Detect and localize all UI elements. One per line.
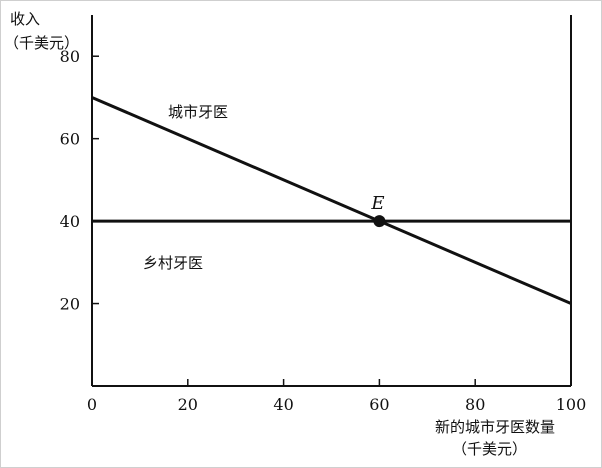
x-axis-label-line-2: （千美元） — [452, 440, 527, 458]
equilibrium-group: E — [370, 193, 386, 228]
equilibrium-point — [373, 215, 386, 228]
series-group — [91, 96, 572, 305]
y-axis-label-line-2: （千美元） — [4, 34, 79, 52]
y-axis-label-line-1: 收入 — [10, 10, 40, 28]
x-tick-label: 60 — [369, 395, 389, 414]
y-tick-label: 60 — [60, 130, 80, 149]
x-tick-label: 20 — [178, 395, 198, 414]
x-tick-label: 40 — [273, 395, 293, 414]
y-tick-label: 80 — [60, 47, 80, 66]
y-tick-label: 40 — [60, 212, 80, 231]
x-tick-label: 80 — [465, 395, 485, 414]
x-tick-label: 0 — [87, 395, 97, 414]
urban-dentists-line — [91, 96, 572, 305]
x-axis-label-line-1: 新的城市牙医数量 — [435, 418, 555, 436]
equilibrium-label: E — [370, 193, 384, 214]
series-label-rural-dentists: 乡村牙医 — [143, 254, 203, 272]
ticks: 0 20 40 60 80 100 20 40 60 80 — [60, 47, 587, 414]
x-tick-label: 100 — [556, 395, 587, 414]
y-tick-label: 20 — [60, 295, 80, 314]
axes — [91, 15, 572, 387]
series-label-urban-dentists: 城市牙医 — [168, 103, 228, 121]
